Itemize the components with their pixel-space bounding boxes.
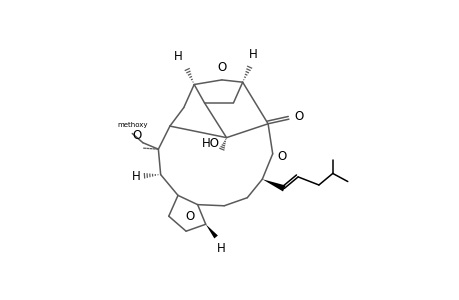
Text: O: O xyxy=(185,210,195,223)
Text: H: H xyxy=(173,50,182,63)
Text: H: H xyxy=(217,242,225,255)
Text: O: O xyxy=(132,129,141,142)
Text: H: H xyxy=(249,48,257,62)
Text: O: O xyxy=(294,110,303,123)
Text: HO: HO xyxy=(201,137,219,150)
Text: methoxy: methoxy xyxy=(117,122,147,128)
Polygon shape xyxy=(205,224,218,239)
Text: O: O xyxy=(217,61,226,74)
Text: H: H xyxy=(132,170,140,183)
Polygon shape xyxy=(262,179,285,191)
Text: O: O xyxy=(277,150,286,163)
